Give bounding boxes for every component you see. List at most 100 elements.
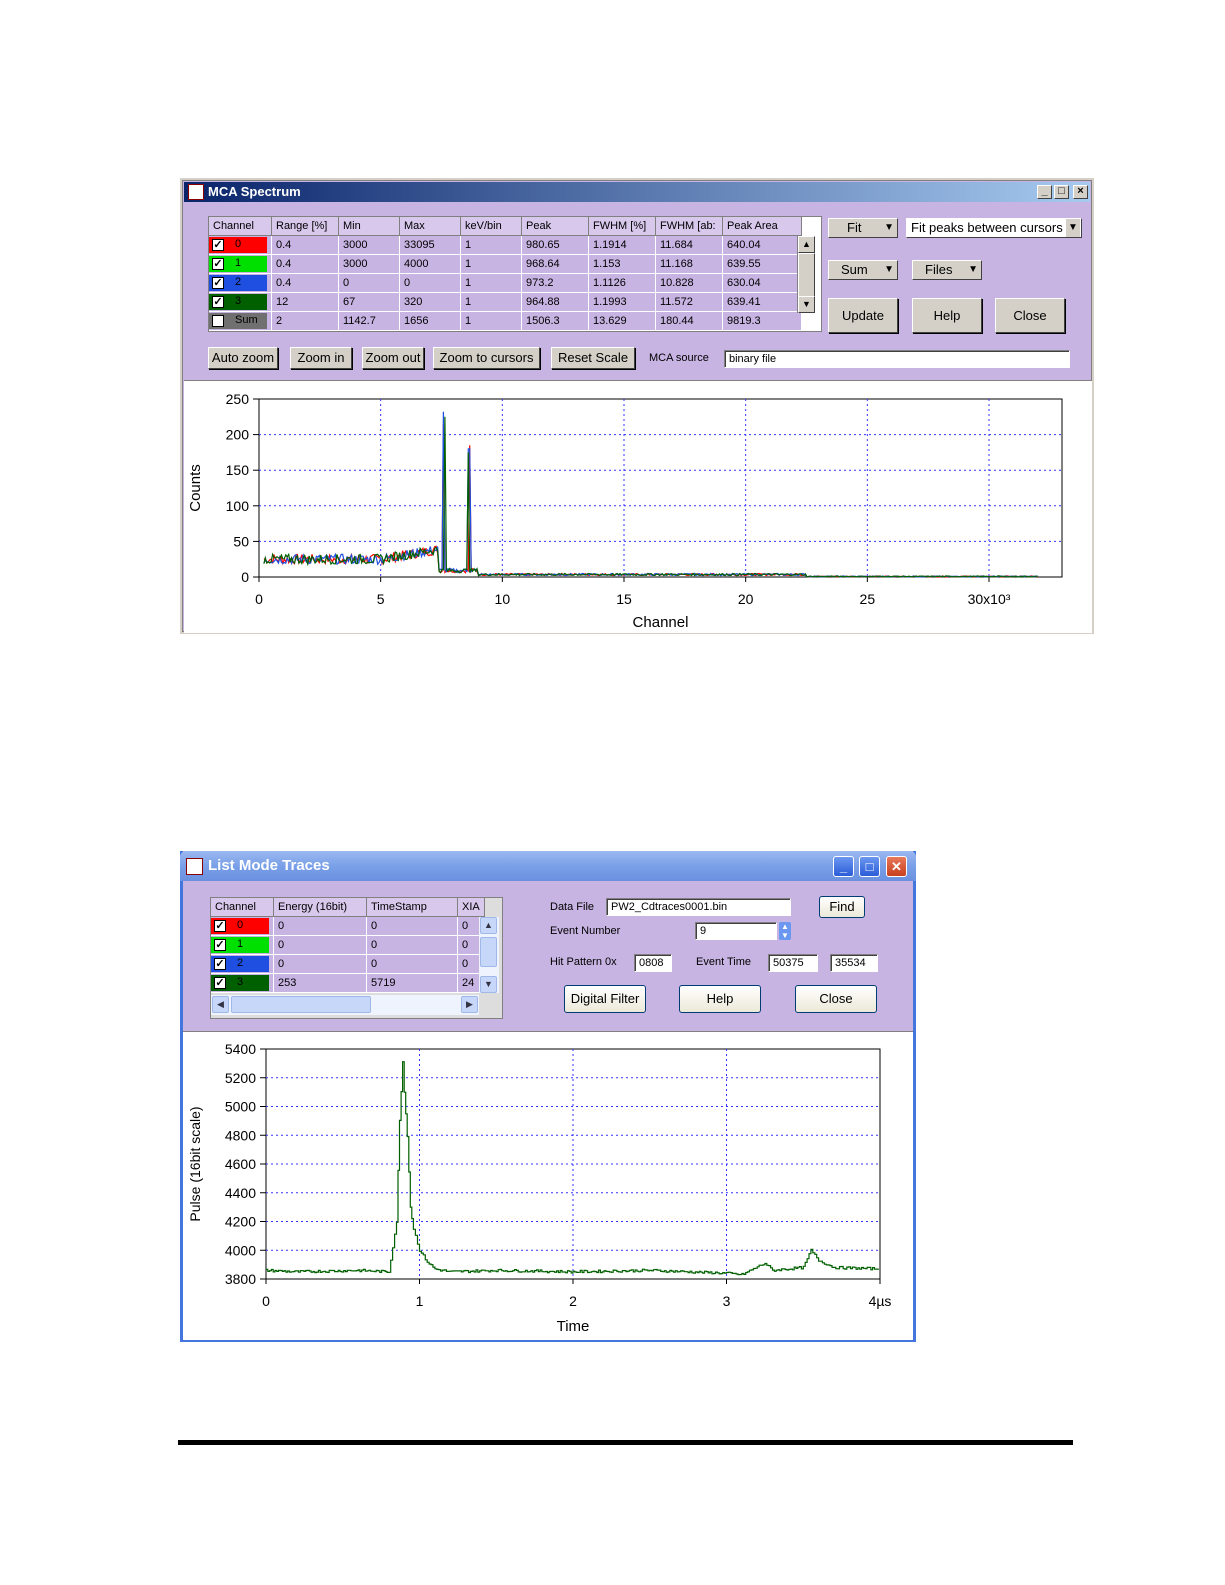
data-file-field[interactable]: PW2_Cdtraces0001.bin xyxy=(606,898,791,916)
col-header[interactable]: Peak Area xyxy=(722,217,802,236)
col-header[interactable]: Range [%] xyxy=(271,217,339,236)
channel-checkbox[interactable]: ✓ xyxy=(212,296,224,308)
channel-checkbox[interactable]: ✓ xyxy=(212,258,224,270)
table-cell[interactable]: 320 xyxy=(399,292,461,312)
col-header[interactable]: Peak xyxy=(521,217,589,236)
lmt-plot-area[interactable]: 0 1 2 3 4µs 3800 4000 4200 4400 4600 4800 5000 5200 5… xyxy=(183,1031,913,1340)
close-button[interactable]: Close xyxy=(795,985,877,1013)
table-row[interactable]: ✓ 0 0.4 3000 33095 1 980.65 1.1914 11.684… xyxy=(209,235,802,255)
minimize-button[interactable]: _ xyxy=(833,856,854,877)
fit-mode-select[interactable]: Fit peaks between cursors ▼ xyxy=(906,218,1082,238)
zoom-in-button[interactable]: Zoom in xyxy=(290,347,352,369)
col-header[interactable]: FWHM [ab: xyxy=(655,217,723,236)
channel-checkbox[interactable]: ✓ xyxy=(212,277,224,289)
table-cell[interactable]: 12 xyxy=(271,292,339,312)
minimize-button[interactable]: _ xyxy=(1037,185,1052,199)
col-header[interactable]: Max xyxy=(399,217,461,236)
table-cell[interactable]: 4000 xyxy=(399,254,461,274)
scroll-up-icon[interactable]: ▲ xyxy=(480,917,497,934)
table-cell[interactable]: 1 xyxy=(460,292,522,312)
auto-zoom-button[interactable]: Auto zoom xyxy=(208,347,278,369)
close-window-button[interactable]: × xyxy=(1073,185,1088,199)
table-cell[interactable]: 3000 xyxy=(338,254,400,274)
mca-plot-area[interactable]: 0 5 10 15 20 25 30x10³ 0 50 100 150 200 250 Channel Co… xyxy=(184,380,1092,633)
col-header[interactable]: TimeStamp xyxy=(366,898,458,917)
table-row[interactable]: ✓ 0 0 0 0 xyxy=(211,916,485,936)
close-window-button[interactable]: ✕ xyxy=(886,856,907,877)
table-row[interactable]: ✓ 1 0.4 3000 4000 1 968.64 1.153 11.168 6… xyxy=(209,254,802,274)
event-time-low-field[interactable]: 35534 xyxy=(830,954,878,972)
scroll-up-icon[interactable]: ▲ xyxy=(798,236,815,253)
update-button[interactable]: Update xyxy=(828,298,898,333)
table-cell[interactable]: 0.4 xyxy=(271,254,339,274)
table-row[interactable]: ✓ 3 253 5719 24 xyxy=(211,973,485,993)
channel-color-chip[interactable]: ✓ 2 xyxy=(209,275,267,291)
table-row[interactable]: ✓ 3 12 67 320 1 964.88 1.1993 11.572 639.… xyxy=(209,292,802,312)
table-cell[interactable]: 2 xyxy=(271,311,339,331)
table-horizontal-scrollbar[interactable]: ◀ ▶ xyxy=(211,995,479,1015)
table-row[interactable]: ✓ 2 0.4 0 0 1 973.2 1.1126 10.828 630.04 xyxy=(209,273,802,293)
files-dropdown[interactable]: Files ▼ xyxy=(912,260,982,280)
scroll-right-icon[interactable]: ▶ xyxy=(461,996,478,1013)
col-header[interactable]: XIA xyxy=(457,898,485,917)
table-cell[interactable]: 1 xyxy=(460,273,522,293)
channel-checkbox[interactable]: ✓ xyxy=(214,939,226,951)
table-cell[interactable]: 0.4 xyxy=(271,273,339,293)
mca-spectrum-chart[interactable]: 0 5 10 15 20 25 30x10³ 0 50 100 150 200 250 Channel Co… xyxy=(184,381,1092,633)
col-header[interactable]: Energy (16bit) xyxy=(273,898,367,917)
channel-color-chip[interactable]: ✓ 1 xyxy=(209,256,267,272)
scroll-thumb[interactable] xyxy=(480,937,497,967)
table-cell[interactable]: 1 xyxy=(460,235,522,255)
table-cell[interactable]: 1 xyxy=(460,311,522,331)
table-cell[interactable]: 0 xyxy=(338,273,400,293)
channel-color-chip[interactable]: Sum xyxy=(209,313,267,329)
channel-checkbox[interactable] xyxy=(212,315,224,327)
channel-checkbox[interactable]: ✓ xyxy=(212,239,224,251)
scroll-down-icon[interactable]: ▼ xyxy=(480,976,497,993)
digital-filter-button[interactable]: Digital Filter xyxy=(564,985,646,1013)
channel-checkbox[interactable]: ✓ xyxy=(214,977,226,989)
table-cell[interactable]: 67 xyxy=(338,292,400,312)
table-cell[interactable]: 33095 xyxy=(399,235,461,255)
col-header[interactable]: keV/bin xyxy=(460,217,522,236)
reset-scale-button[interactable]: Reset Scale xyxy=(551,347,635,369)
event-number-stepper[interactable]: ▲ ▼ xyxy=(779,922,791,940)
col-header[interactable]: FWHM [%] xyxy=(588,217,656,236)
close-button[interactable]: Close xyxy=(995,298,1065,333)
table-vertical-scrollbar[interactable]: ▲ ▼ xyxy=(479,917,499,993)
table-cell[interactable]: 0.4 xyxy=(271,235,339,255)
table-row[interactable]: ✓ 1 0 0 0 xyxy=(211,935,485,955)
col-header[interactable]: Channel xyxy=(209,217,272,236)
channel-color-chip[interactable]: ✓ 3 xyxy=(211,975,269,991)
scroll-thumb[interactable] xyxy=(231,996,371,1013)
fit-dropdown[interactable]: Fit ▼ xyxy=(828,218,898,238)
zoom-out-button[interactable]: Zoom out xyxy=(362,347,424,369)
channel-color-chip[interactable]: ✓ 1 xyxy=(211,937,269,953)
table-cell[interactable]: 1656 xyxy=(399,311,461,331)
channel-color-chip[interactable]: ✓ 0 xyxy=(211,918,269,934)
table-cell[interactable]: 1142.7 xyxy=(338,311,400,331)
help-button[interactable]: Help xyxy=(912,298,982,333)
table-cell[interactable]: 1 xyxy=(460,254,522,274)
event-time-high-field[interactable]: 50375 xyxy=(768,954,818,972)
channel-checkbox[interactable]: ✓ xyxy=(214,920,226,932)
channel-color-chip[interactable]: ✓ 3 xyxy=(209,294,267,310)
sum-dropdown[interactable]: Sum ▼ xyxy=(828,260,898,280)
table-row[interactable]: Sum 2 1142.7 1656 1 1506.3 13.629 180.44… xyxy=(209,311,802,331)
lmt-title-bar[interactable]: List Mode Traces _ □ ✕ xyxy=(180,851,916,881)
mca-source-field[interactable]: binary file xyxy=(724,350,1070,368)
maximize-button[interactable]: □ xyxy=(1054,185,1069,199)
col-header[interactable]: Channel xyxy=(211,898,274,917)
table-vertical-scrollbar[interactable]: ▲ ▼ xyxy=(797,236,815,313)
scroll-down-icon[interactable]: ▼ xyxy=(798,296,815,313)
find-button[interactable]: Find xyxy=(819,896,865,918)
mca-title-bar[interactable]: MCA Spectrum _ □ × xyxy=(184,182,1090,202)
table-cell[interactable]: 0 xyxy=(399,273,461,293)
zoom-to-cursors-button[interactable]: Zoom to cursors xyxy=(433,347,540,369)
channel-checkbox[interactable]: ✓ xyxy=(214,958,226,970)
hit-pattern-field[interactable]: 0808 xyxy=(634,954,672,972)
table-cell[interactable]: 3000 xyxy=(338,235,400,255)
channel-color-chip[interactable]: ✓ 0 xyxy=(209,237,267,253)
col-header[interactable]: Min xyxy=(338,217,400,236)
maximize-button[interactable]: □ xyxy=(859,856,880,877)
